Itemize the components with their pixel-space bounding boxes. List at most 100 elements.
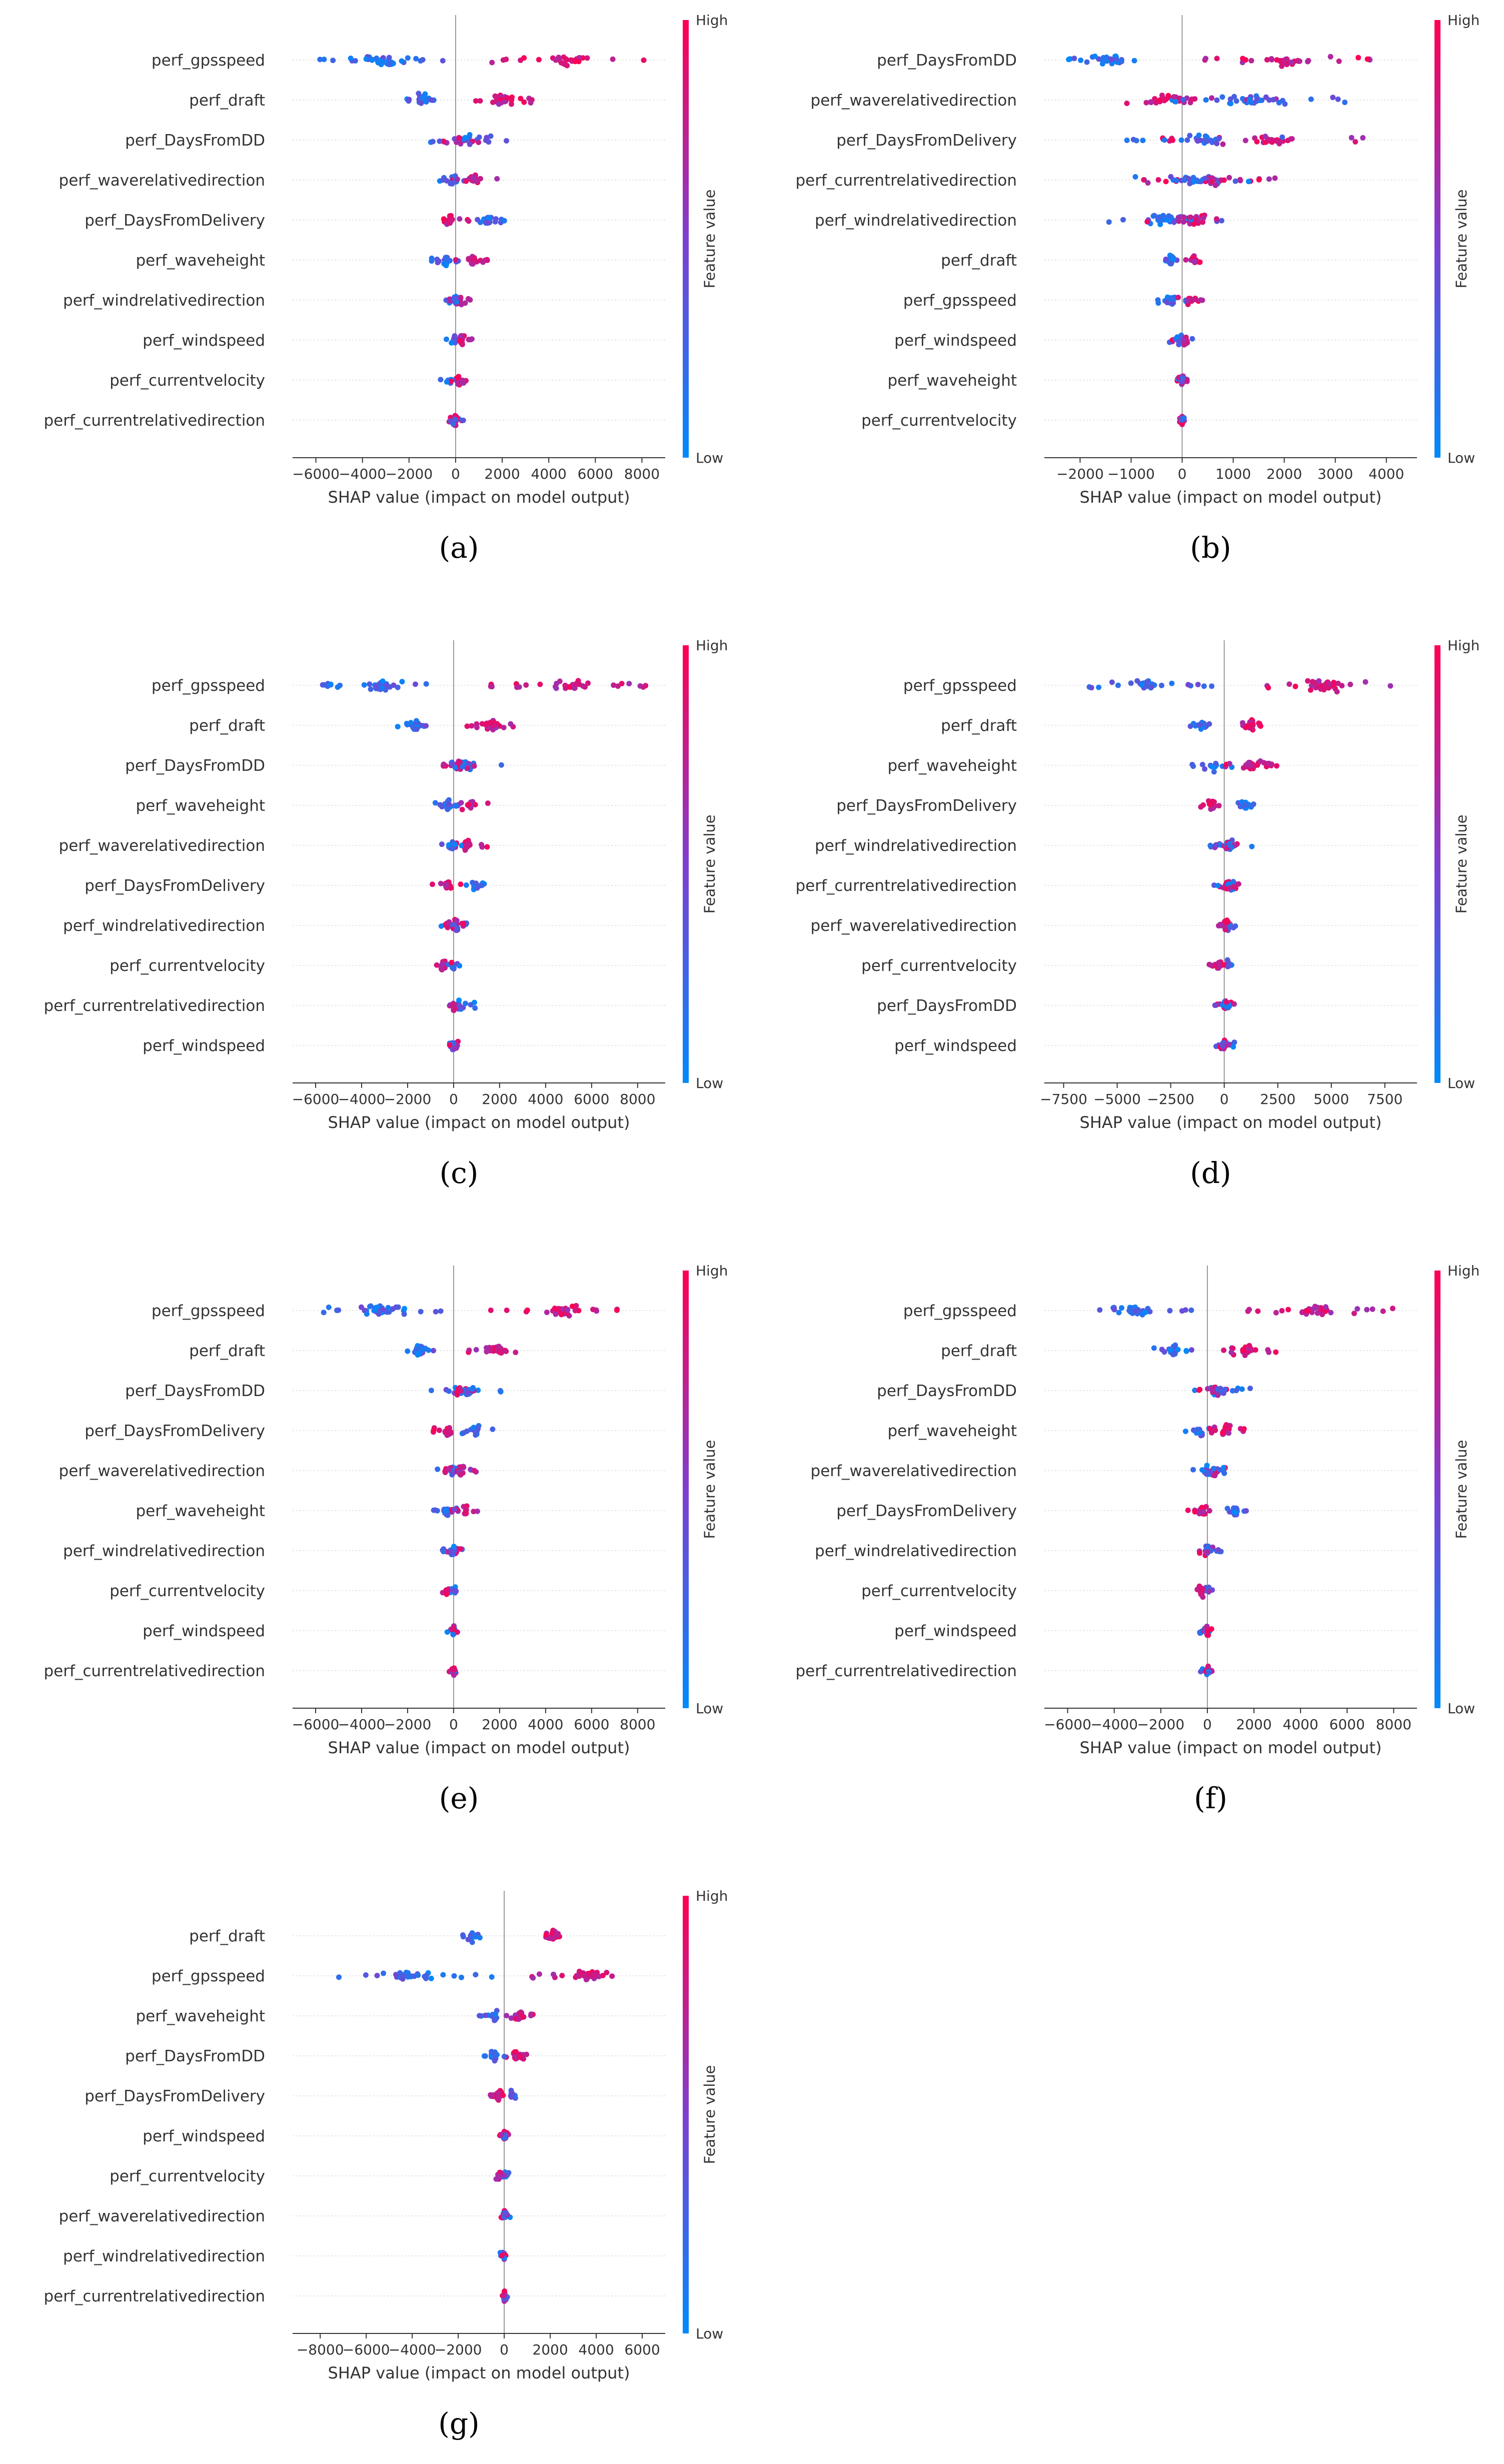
- shap-point: [414, 726, 420, 732]
- shap-point: [368, 1303, 374, 1309]
- shap-point: [1178, 137, 1184, 143]
- shap-point: [489, 1974, 495, 1980]
- shap-point: [1305, 1308, 1311, 1314]
- shap-point: [1192, 1509, 1198, 1515]
- panel-caption: (e): [439, 1781, 479, 1815]
- shap-point: [447, 258, 453, 264]
- shap-point: [471, 1468, 477, 1474]
- shap-point: [568, 57, 574, 63]
- shap-point: [493, 94, 499, 100]
- shap-point: [1240, 56, 1246, 62]
- shap-point: [1185, 682, 1191, 688]
- shap-point: [1250, 801, 1256, 807]
- x-tick-label: 0: [1220, 1091, 1229, 1107]
- shap-point: [1153, 100, 1159, 106]
- shap-point: [1214, 97, 1220, 103]
- shap-point: [1223, 999, 1229, 1005]
- shap-point: [611, 682, 617, 688]
- shap-point: [1308, 96, 1314, 102]
- shap-point: [1145, 180, 1151, 186]
- shap-point: [403, 1969, 409, 1975]
- shap-point: [492, 219, 498, 225]
- shap-point: [1268, 762, 1274, 768]
- shap-point: [468, 337, 474, 343]
- feature-label: perf_waverelativedirection: [59, 2207, 265, 2225]
- shap-point: [1155, 300, 1161, 306]
- shap-point: [442, 1470, 448, 1476]
- feature-label: perf_currentrelativedirection: [795, 1662, 1017, 1680]
- shap-point: [1327, 54, 1333, 60]
- shap-point: [449, 1666, 455, 1672]
- shap-point: [1209, 95, 1214, 101]
- shap-point: [1147, 1309, 1153, 1315]
- shap-point: [459, 806, 465, 812]
- shap-point: [399, 58, 405, 64]
- shap-point: [512, 2049, 518, 2055]
- feature-label: perf_windspeed: [143, 1622, 265, 1640]
- shap-point: [544, 1310, 550, 1316]
- shap-point: [1227, 842, 1232, 848]
- shap-point: [1124, 138, 1130, 143]
- shap-point: [1305, 678, 1311, 684]
- shap-point: [374, 56, 380, 61]
- shap-point: [1231, 94, 1237, 100]
- shap-point: [1215, 1547, 1221, 1553]
- shap-point: [467, 142, 473, 147]
- shap-point: [1206, 1588, 1212, 1594]
- shap-point: [1188, 1347, 1194, 1353]
- shap-point: [1197, 297, 1203, 303]
- shap-point: [1190, 1467, 1196, 1473]
- x-tick-label: 4000: [528, 1091, 563, 1107]
- shap-point: [438, 377, 444, 383]
- shap-point: [441, 261, 447, 267]
- feature-label: perf_DaysFromDelivery: [85, 1422, 265, 1440]
- x-tick-label: 2000: [482, 1716, 517, 1733]
- shap-point: [457, 216, 463, 222]
- shap-point: [1198, 1588, 1204, 1594]
- shap-point: [441, 761, 447, 767]
- shap-point: [1176, 339, 1182, 345]
- shap-point: [445, 924, 451, 930]
- shap-point: [1364, 56, 1370, 62]
- shap-point: [1216, 136, 1222, 142]
- shap-point: [444, 336, 449, 342]
- shap-point: [335, 684, 341, 690]
- shap-point: [446, 842, 452, 848]
- shap-point: [1285, 1307, 1291, 1313]
- shap-point: [449, 959, 455, 965]
- shap-point: [1207, 842, 1213, 848]
- shap-point: [428, 1975, 434, 1981]
- shap-point: [1239, 720, 1245, 726]
- shap-point: [1148, 99, 1154, 105]
- shap-point: [1159, 93, 1165, 99]
- shap-point: [558, 1312, 564, 1318]
- shap-point: [380, 59, 386, 65]
- shap-point: [1362, 679, 1368, 685]
- shap-point: [493, 2011, 499, 2017]
- shap-point: [1176, 218, 1182, 224]
- shap-point: [1276, 141, 1282, 147]
- x-tick-label: 0: [449, 1716, 458, 1733]
- shap-point: [1182, 1429, 1188, 1434]
- shap-point: [1296, 58, 1302, 64]
- shap-point: [450, 1003, 456, 1009]
- shap-point: [433, 1309, 439, 1315]
- shap-point: [479, 721, 485, 727]
- shap-point: [1208, 962, 1214, 968]
- feature-label: perf_waveheight: [888, 757, 1017, 775]
- shap-point: [1222, 924, 1227, 930]
- shap-point: [450, 421, 456, 427]
- shap-point: [453, 803, 459, 809]
- shap-point: [1084, 59, 1090, 65]
- feature-label: perf_windrelativedirection: [63, 2247, 265, 2265]
- shap-point: [1158, 682, 1164, 688]
- shap-point: [473, 1972, 479, 1978]
- x-tick-label: 4000: [578, 2341, 614, 2358]
- feature-label: perf_gpsspeed: [903, 1302, 1017, 1320]
- shap-point: [1283, 57, 1288, 63]
- shap-point: [1314, 1305, 1320, 1311]
- shap-point: [449, 181, 455, 187]
- shap-point: [390, 1306, 396, 1312]
- shap-point: [499, 2253, 505, 2258]
- shap-point: [554, 681, 560, 686]
